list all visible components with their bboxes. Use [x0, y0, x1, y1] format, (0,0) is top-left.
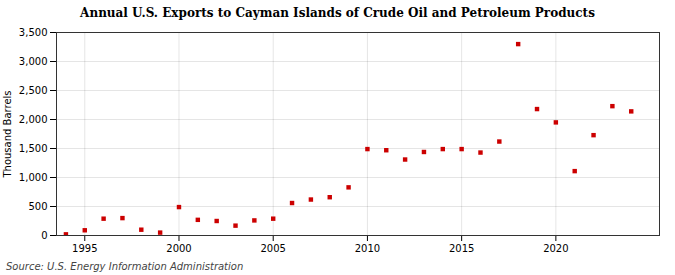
svg-text:Thousand Barrels: Thousand Barrels [2, 90, 13, 178]
svg-text:1995: 1995 [72, 243, 97, 254]
html-text:Source: U.S. Energy Informatio: Source: U.S. Energy Information Administ… [6, 261, 244, 272]
svg-text:3,000: 3,000 [19, 56, 48, 67]
svg-text:1,500: 1,500 [19, 143, 48, 154]
svg-text:2005: 2005 [260, 243, 285, 254]
svg-text:500: 500 [28, 201, 47, 212]
svg-text:2,000: 2,000 [19, 114, 48, 125]
svg-text:3,500: 3,500 [19, 27, 48, 38]
svg-text:2010: 2010 [355, 243, 380, 254]
svg-text:2000: 2000 [166, 243, 191, 254]
html-text:Annual U.S. Exports to Cayman: Annual U.S. Exports to Cayman Islands of… [80, 6, 595, 20]
svg-text:2020: 2020 [543, 243, 568, 254]
svg-text:2,500: 2,500 [19, 85, 48, 96]
svg-text:2015: 2015 [449, 243, 474, 254]
svg-text:1,000: 1,000 [19, 172, 48, 183]
svg-text:0: 0 [41, 230, 47, 241]
